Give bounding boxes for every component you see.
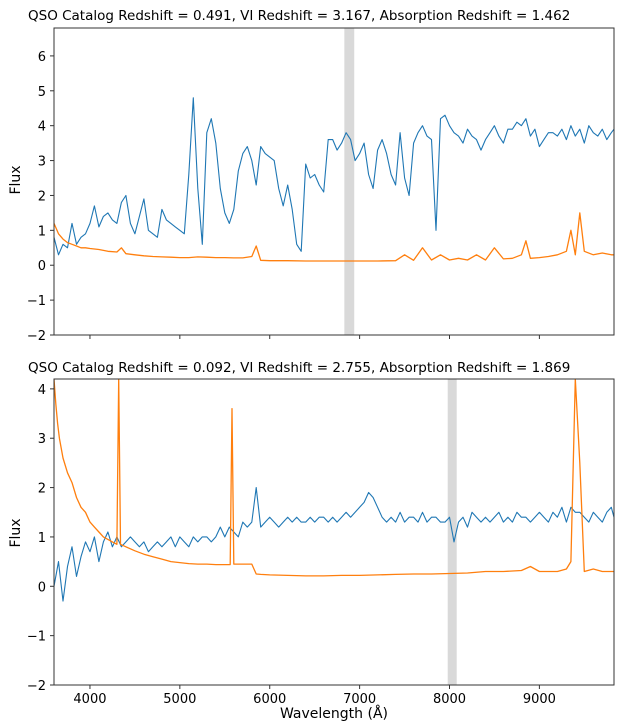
- y-tick-label: −2: [27, 329, 46, 344]
- error-series-line: [54, 212, 614, 262]
- panel-bottom-ylabel: Flux: [8, 518, 24, 547]
- y-tick-label: 3: [38, 432, 46, 447]
- panel-top-ylabel: Flux: [8, 165, 24, 194]
- y-tick-label: 2: [38, 482, 46, 497]
- x-tick-label: 7000: [343, 692, 376, 707]
- axes-frame: [53, 27, 615, 336]
- panel-bottom: QSO Catalog Redshift = 0.092, VI Redshif…: [8, 360, 615, 722]
- panel-bottom-title: QSO Catalog Redshift = 0.092, VI Redshif…: [28, 360, 570, 376]
- y-tick-label: 3: [38, 155, 46, 170]
- axes-frame: [53, 378, 615, 686]
- error-series-line: [54, 379, 614, 577]
- y-tick-label: 1: [38, 531, 46, 546]
- y-tick-label: 1: [38, 224, 46, 239]
- shaded-band: [344, 28, 355, 335]
- x-tick-label: 4000: [73, 692, 106, 707]
- y-tick-label: 6: [38, 50, 46, 65]
- flux-series-line: [54, 97, 614, 256]
- panel-top-title: QSO Catalog Redshift = 0.491, VI Redshif…: [28, 8, 570, 24]
- y-tick-label: 0: [38, 580, 46, 595]
- y-tick-label: −1: [27, 294, 46, 309]
- panel-top: QSO Catalog Redshift = 0.491, VI Redshif…: [8, 8, 615, 344]
- x-tick-label: 5000: [163, 692, 196, 707]
- y-tick-label: −1: [27, 630, 46, 645]
- y-tick-label: 0: [38, 259, 46, 274]
- y-tick-label: 2: [38, 189, 46, 204]
- panel-bottom-plot: −2 −1 0 1 2 3 4 4000 5000 6000 7000 8000 9000: [27, 378, 615, 707]
- x-tick-label: 9000: [523, 692, 556, 707]
- panel-top-plot: −2 −1 0 1 2 3 4 5 6: [27, 27, 615, 344]
- plot-area: [54, 28, 614, 335]
- x-axis-label: Wavelength (Å): [280, 705, 388, 722]
- x-tick-label: 6000: [253, 692, 286, 707]
- x-tick-label: 8000: [433, 692, 466, 707]
- y-tick-label: −2: [27, 679, 46, 694]
- flux-series-line: [54, 487, 614, 602]
- y-tick-label: 5: [38, 85, 46, 100]
- plot-area: [54, 379, 614, 685]
- y-tick-label: 4: [38, 120, 46, 135]
- y-tick-label: 4: [38, 383, 46, 398]
